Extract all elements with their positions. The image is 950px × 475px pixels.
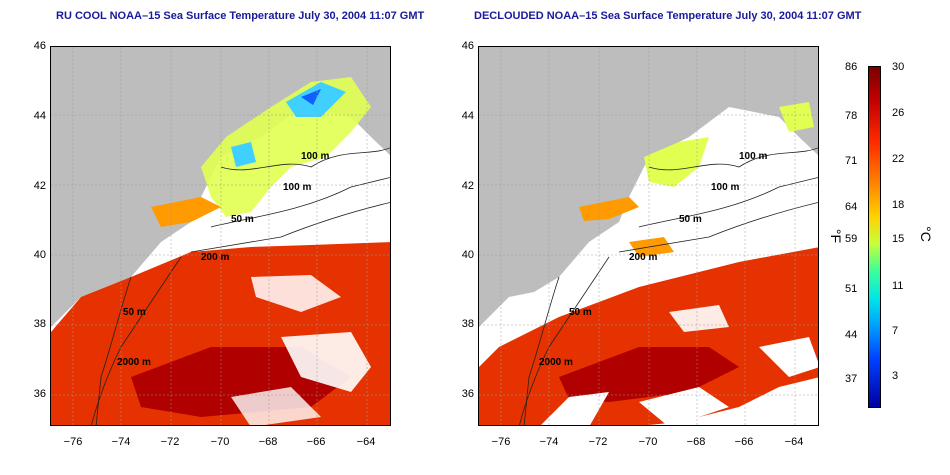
colorbar-c-tick: 7 <box>892 325 899 337</box>
colorbar-f-tick: 44 <box>845 329 858 341</box>
right-y-tick: 44 <box>461 110 474 122</box>
left-x-tick: −72 <box>160 436 180 448</box>
contour-label: 2000 m <box>117 357 151 368</box>
left-y-tick: 40 <box>33 249 46 261</box>
left-sst-map: 100 m 100 m 50 m 200 m 50 m 2000 m <box>50 46 391 426</box>
colorbar-c-tick: 3 <box>892 370 899 382</box>
celsius-unit-label: °C <box>917 226 934 242</box>
colorbar-f-tick: 86 <box>845 61 858 73</box>
contour-label: 100 m <box>739 151 767 162</box>
contour-label: 50 m <box>679 214 702 225</box>
right-map-title: DECLOUDED NOAA–15 Sea Surface Temperatur… <box>474 10 862 22</box>
colorbar-c-tick: 22 <box>892 153 905 165</box>
colorbar-c-tick: 11 <box>892 280 904 292</box>
left-y-tick: 44 <box>33 110 46 122</box>
contour-label: 50 m <box>231 214 254 225</box>
left-map-title: RU COOL NOAA–15 Sea Surface Temperature … <box>56 10 425 22</box>
contour-label: 100 m <box>711 182 739 193</box>
colorbar-c-tick: 15 <box>892 233 905 245</box>
right-x-tick: −72 <box>588 436 608 448</box>
right-y-tick: 40 <box>461 249 474 261</box>
right-y-tick: 38 <box>461 318 474 330</box>
colorbar-f-tick: 71 <box>845 155 858 167</box>
left-x-tick: −66 <box>306 436 326 448</box>
left-x-tick: −70 <box>210 436 230 448</box>
colorbar-f-tick: 59 <box>845 233 858 245</box>
right-x-tick: −68 <box>686 436 706 448</box>
contour-label: 200 m <box>629 252 657 263</box>
left-x-tick: −68 <box>258 436 278 448</box>
fahrenheit-unit-label: °F <box>828 228 845 244</box>
colorbar-f-tick: 64 <box>845 201 858 213</box>
right-x-tick: −66 <box>734 436 754 448</box>
contour-label: 100 m <box>301 151 329 162</box>
left-x-tick: −76 <box>63 436 83 448</box>
right-y-tick: 36 <box>461 388 474 400</box>
contour-label: 200 m <box>201 252 229 263</box>
contour-label: 50 m <box>569 307 592 318</box>
contour-label: 2000 m <box>539 357 573 368</box>
left-x-tick: −64 <box>356 436 376 448</box>
contour-label: 50 m <box>123 307 146 318</box>
right-x-tick: −76 <box>491 436 511 448</box>
right-x-tick: −70 <box>638 436 658 448</box>
colorbar-f-tick: 78 <box>845 110 858 122</box>
colorbar-c-tick: 26 <box>892 107 905 119</box>
left-x-tick: −74 <box>111 436 131 448</box>
left-y-tick: 38 <box>33 318 46 330</box>
right-y-tick: 46 <box>461 40 474 52</box>
right-x-tick: −64 <box>784 436 804 448</box>
right-x-tick: −74 <box>539 436 559 448</box>
right-sst-map: 100 m 100 m 50 m 200 m 50 m 2000 m <box>478 46 819 426</box>
colorbar-c-tick: 30 <box>892 61 905 73</box>
temperature-colorbar <box>868 66 881 408</box>
colorbar-f-tick: 37 <box>845 373 858 385</box>
right-y-tick: 42 <box>461 180 474 192</box>
left-y-tick: 42 <box>33 180 46 192</box>
contour-label: 100 m <box>283 182 311 193</box>
left-y-tick: 46 <box>33 40 46 52</box>
left-y-tick: 36 <box>33 388 46 400</box>
colorbar-f-tick: 51 <box>845 283 858 295</box>
colorbar-c-tick: 18 <box>892 199 905 211</box>
